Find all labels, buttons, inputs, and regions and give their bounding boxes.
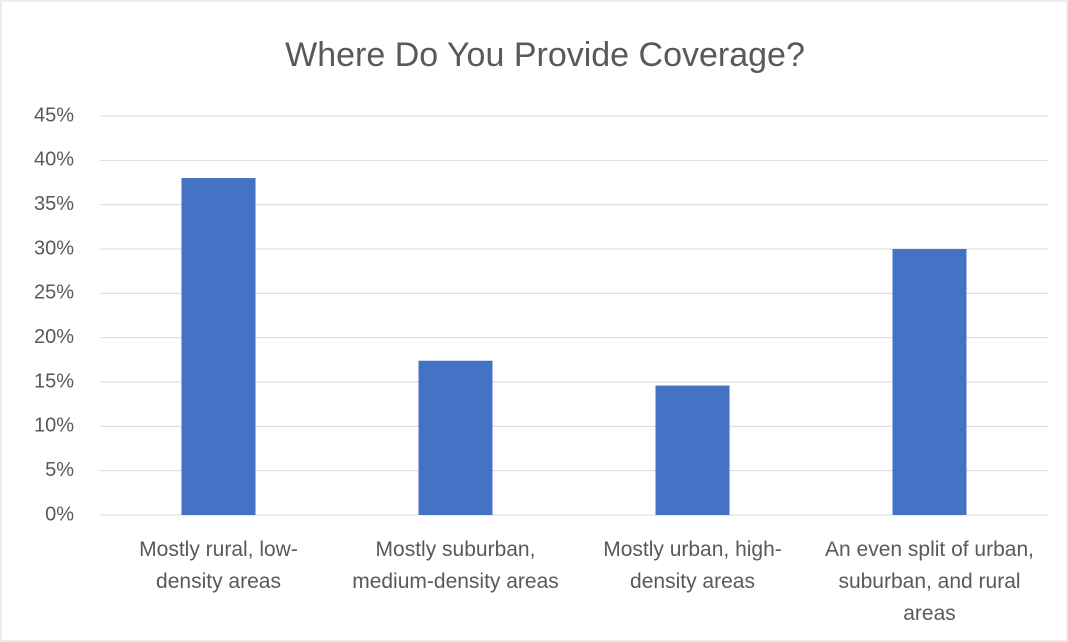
- bar: [892, 249, 967, 515]
- chart-title: Where Do You Provide Coverage?: [285, 36, 805, 74]
- x-tick-label: An even split of urban, suburban, and ru…: [825, 538, 1034, 625]
- y-tick-label: 25%: [34, 282, 74, 304]
- y-tick-label: 20%: [34, 326, 74, 348]
- y-tick-label: 0%: [45, 503, 74, 525]
- x-tick-label: Mostly suburban, medium-density areas: [352, 538, 559, 593]
- bar: [181, 178, 256, 516]
- y-tick-label: 15%: [34, 370, 74, 392]
- bar: [655, 385, 730, 515]
- y-tick-label: 5%: [45, 459, 74, 481]
- x-tick-label: Mostly urban, high-density areas: [603, 538, 782, 593]
- y-tick-label: 30%: [34, 237, 74, 259]
- y-tick-label: 40%: [34, 149, 74, 171]
- y-tick-label: 10%: [34, 415, 74, 437]
- bar: [418, 360, 493, 515]
- y-tick-label: 35%: [34, 193, 74, 215]
- y-tick-label: 45%: [34, 104, 74, 126]
- x-tick-label: Mostly rural, low-density areas: [139, 538, 298, 593]
